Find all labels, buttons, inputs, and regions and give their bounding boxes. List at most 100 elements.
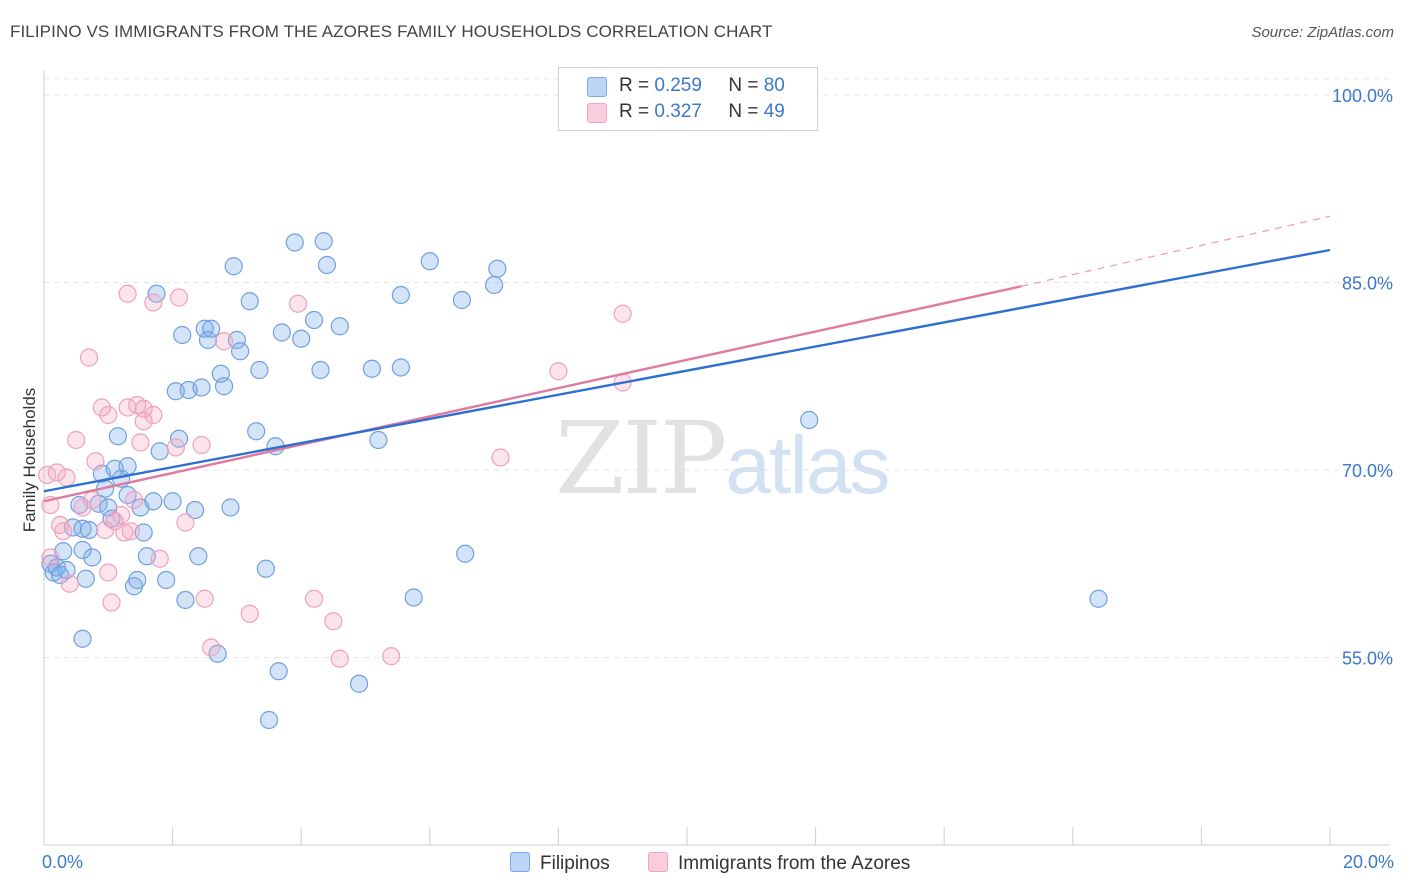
point-filipinos — [79, 520, 99, 540]
point-azores — [102, 593, 121, 612]
point-azores — [134, 412, 153, 431]
bottom-legend: Filipinos Immigrants from the Azores — [0, 852, 1406, 878]
point-azores — [57, 468, 76, 487]
point-azores — [67, 430, 86, 450]
point-filipinos — [259, 710, 279, 730]
point-filipinos — [285, 233, 304, 252]
point-azores — [491, 448, 510, 467]
bottom-legend-swatch-filipinos — [510, 852, 530, 872]
point-filipinos — [214, 377, 234, 396]
point-azores — [83, 490, 102, 510]
point-azores — [54, 522, 73, 541]
point-azores — [176, 513, 195, 532]
chart-source: Source: ZipAtlas.com — [1251, 24, 1394, 41]
point-filipinos — [250, 360, 269, 380]
legend-swatch-filipinos — [587, 77, 607, 97]
point-filipinos — [224, 257, 243, 276]
watermark: ZIPatlas — [555, 400, 891, 517]
point-filipinos — [391, 285, 410, 305]
points-layer — [38, 82, 1108, 730]
legend-n-label: N = — [728, 101, 759, 122]
point-filipinos — [134, 523, 153, 542]
point-azores — [192, 435, 211, 455]
point-azores — [99, 563, 118, 582]
point-azores — [79, 348, 99, 367]
point-azores — [288, 294, 308, 313]
point-filipinos — [488, 259, 507, 278]
legend-n-label: N = — [728, 75, 759, 96]
point-azores — [131, 433, 150, 452]
watermark-zip: ZIP — [555, 400, 727, 517]
point-filipinos — [272, 323, 292, 342]
tick-label-layer: 55.0% 70.0% 85.0% 100.0% — [1332, 86, 1393, 669]
point-azores — [115, 523, 134, 542]
point-filipinos — [391, 358, 410, 377]
point-azores — [549, 362, 568, 381]
chart-title: FILIPINO VS IMMIGRANTS FROM THE AZORES F… — [10, 22, 773, 41]
point-azores — [144, 405, 163, 425]
point-azores — [86, 452, 105, 471]
legend-swatch-azores — [587, 103, 607, 123]
point-azores — [124, 490, 144, 510]
point-filipinos — [269, 662, 288, 681]
x-tick-label-min: 0.0% — [42, 852, 84, 872]
point-azores — [166, 438, 185, 457]
y-tick-label: 55.0% — [1342, 649, 1393, 669]
point-filipinos — [163, 492, 182, 511]
point-filipinos — [485, 275, 504, 295]
point-azores — [382, 647, 401, 666]
point-filipinos — [240, 292, 259, 311]
grid-layer — [44, 78, 1390, 658]
point-azores — [118, 284, 137, 303]
point-filipinos — [83, 548, 102, 567]
point-filipinos — [157, 570, 176, 590]
trendline-azores-extension — [1021, 215, 1331, 287]
point-azores — [47, 463, 66, 482]
point-filipinos — [198, 330, 218, 350]
legend-r-label: R = — [619, 101, 650, 122]
y-tick-label: 100.0% — [1332, 86, 1393, 106]
bottom-legend-label-azores: Immigrants from the Azores — [678, 853, 911, 874]
y-tick-label: 85.0% — [1342, 274, 1393, 294]
point-filipinos — [73, 519, 92, 538]
point-filipinos — [1089, 589, 1108, 608]
legend-r-value-filipinos: 0.259 — [654, 75, 702, 96]
point-filipinos — [362, 359, 382, 378]
point-filipinos — [76, 569, 95, 588]
bottom-legend-azores: Immigrants from the Azores — [648, 852, 910, 875]
point-filipinos — [221, 498, 240, 517]
point-azores — [60, 574, 79, 593]
point-filipinos — [150, 442, 169, 461]
point-azores — [195, 589, 214, 608]
point-filipinos — [102, 509, 121, 528]
point-filipinos — [800, 410, 819, 430]
point-filipinos — [128, 570, 147, 590]
y-axis-label: Family Households — [20, 387, 39, 533]
point-azores — [169, 288, 189, 307]
trendline-azores — [43, 285, 1022, 503]
legend-n-value-filipinos: 80 — [763, 75, 785, 96]
point-azores — [202, 638, 221, 657]
point-filipinos — [186, 500, 205, 520]
point-azores — [324, 612, 343, 631]
point-azores — [112, 505, 131, 525]
legend-r-label: R = — [619, 75, 650, 96]
point-filipinos — [173, 325, 192, 345]
point-filipinos — [144, 492, 163, 511]
point-filipinos — [317, 255, 337, 275]
trendline-filipinos — [43, 248, 1331, 493]
point-filipinos — [166, 382, 185, 401]
point-filipinos — [247, 422, 266, 441]
point-filipinos — [227, 330, 246, 350]
point-filipinos — [73, 629, 92, 648]
point-filipinos — [231, 342, 250, 361]
watermark-atlas: atlas — [725, 420, 890, 511]
point-filipinos — [369, 430, 388, 450]
bottom-legend-swatch-azores — [648, 852, 668, 872]
point-filipinos — [108, 427, 128, 446]
bottom-legend-filipinos: Filipinos — [510, 852, 610, 875]
legend-r-value-azores: 0.327 — [654, 101, 702, 122]
point-filipinos — [192, 378, 211, 397]
point-filipinos — [292, 329, 311, 348]
